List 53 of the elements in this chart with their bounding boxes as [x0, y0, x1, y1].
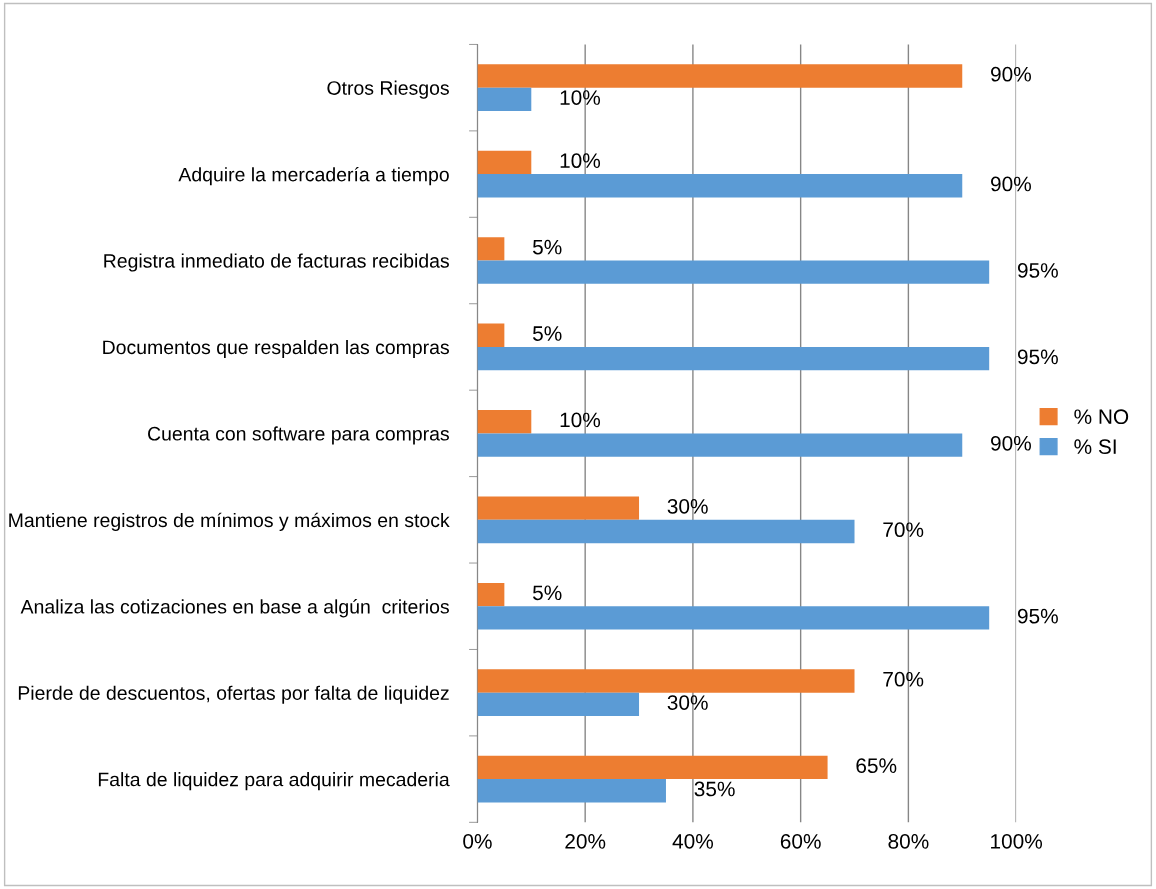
- data-label: 35%: [694, 781, 735, 797]
- data-label: 65%: [856, 758, 897, 774]
- data-label: 95%: [1017, 263, 1058, 278]
- y-tick-label: Mantiene registros de mínimos y máximos en stock: [9, 512, 450, 532]
- data-label: 5%: [532, 239, 562, 255]
- data-label: 90%: [991, 435, 1031, 451]
- y-tick-label: Analiza las cotizaciones en base a algún criterios: [20, 599, 449, 618]
- x-tick-label: 20%: [565, 833, 606, 849]
- bar: [477, 779, 666, 803]
- bar: [477, 433, 963, 457]
- y-tick-label: Registra inmediato de facturas recibidas: [104, 253, 449, 272]
- bar: [477, 692, 640, 717]
- data-label: 10%: [560, 90, 601, 105]
- bar: [477, 237, 505, 261]
- bar: [477, 606, 990, 630]
- x-tick-label: 80%: [888, 833, 929, 849]
- data-label: 30%: [667, 695, 708, 710]
- y-tick-label: Documentos que respalden las compras: [103, 339, 449, 359]
- data-label: 5%: [532, 326, 562, 341]
- bar: [477, 496, 640, 520]
- data-label: 5%: [532, 585, 562, 601]
- data-label: 70%: [883, 671, 924, 687]
- bar: [477, 64, 963, 88]
- y-tick-label: Cuenta con software para compras: [148, 426, 449, 445]
- x-tick-label: 40%: [672, 833, 714, 849]
- bar: [477, 519, 855, 544]
- bar: [477, 582, 505, 607]
- bar: [477, 755, 828, 780]
- y-tick-label: Adquire la mercadería a tiempo: [178, 166, 449, 186]
- legend-label: % SI: [1074, 439, 1116, 455]
- data-label: 95%: [1017, 608, 1058, 624]
- data-label: 95%: [1017, 349, 1058, 365]
- bar: [477, 323, 505, 347]
- data-label: 10%: [560, 412, 601, 428]
- bar: [477, 669, 855, 693]
- legend-label: % NO: [1074, 409, 1129, 425]
- y-tick-label: Otros Riesgos: [327, 80, 449, 99]
- data-label: 70%: [883, 522, 924, 538]
- data-label: 90%: [991, 176, 1031, 192]
- bar: [477, 150, 532, 175]
- data-label: 90%: [991, 66, 1031, 82]
- y-tick-label: Falta de liquidez para adquirir mecaderia: [98, 772, 450, 791]
- bar: [477, 346, 990, 371]
- data-label: 10%: [560, 153, 601, 169]
- bar: [477, 174, 963, 198]
- bar: [477, 260, 990, 284]
- bar: [477, 87, 532, 111]
- y-tick-label: Pierde de descuentos, ofertas por falta de liquidez: [18, 685, 449, 704]
- x-tick-label: 60%: [780, 833, 821, 849]
- bar: [477, 410, 532, 434]
- data-label: 30%: [667, 498, 708, 514]
- x-tick-label: 100%: [991, 833, 1043, 849]
- x-tick-label: 0%: [463, 833, 492, 849]
